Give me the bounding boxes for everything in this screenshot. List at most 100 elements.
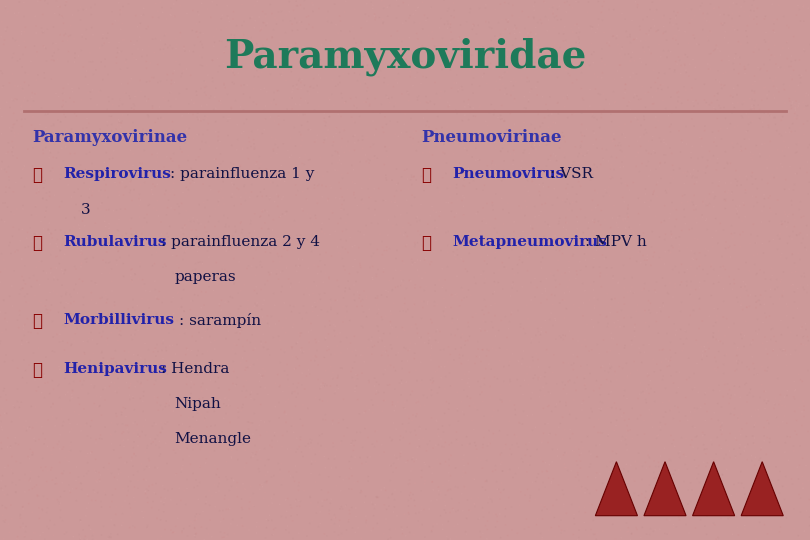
- Point: [57, 96, 70, 105]
- Point: [709, 133, 722, 142]
- Point: [302, 156, 315, 164]
- Point: [550, 12, 563, 21]
- Point: [60, 125, 73, 133]
- Point: [54, 170, 67, 179]
- Point: [578, 381, 591, 390]
- Point: [104, 533, 117, 540]
- Point: [64, 22, 77, 30]
- Point: [347, 441, 360, 450]
- Point: [528, 282, 541, 291]
- Point: [75, 249, 87, 258]
- Point: [561, 94, 574, 103]
- Point: [769, 120, 782, 129]
- Point: [201, 164, 214, 172]
- Point: [382, 288, 394, 296]
- Point: [220, 532, 233, 540]
- Point: [730, 202, 743, 211]
- Point: [691, 404, 704, 413]
- Point: [672, 244, 685, 253]
- Point: [244, 14, 257, 23]
- Point: [727, 0, 740, 8]
- Point: [329, 322, 342, 330]
- Point: [534, 454, 547, 462]
- Point: [488, 254, 501, 262]
- Point: [623, 97, 636, 105]
- Point: [175, 468, 188, 476]
- Point: [528, 141, 541, 150]
- Point: [693, 5, 706, 14]
- Point: [641, 254, 654, 263]
- Point: [285, 307, 298, 316]
- Point: [0, 40, 11, 49]
- Point: [300, 25, 313, 33]
- Point: [126, 522, 139, 530]
- Point: [96, 130, 109, 139]
- Point: [108, 174, 121, 183]
- Point: [235, 407, 248, 415]
- Point: [147, 369, 160, 377]
- Point: [159, 494, 172, 503]
- Point: [317, 415, 330, 424]
- Point: [604, 457, 617, 466]
- Point: [19, 470, 32, 478]
- Point: [566, 198, 579, 207]
- Point: [763, 74, 776, 83]
- Point: [496, 258, 509, 267]
- Point: [628, 327, 641, 335]
- Point: [202, 71, 215, 79]
- Point: [486, 417, 499, 426]
- Point: [573, 503, 586, 511]
- Point: [325, 350, 338, 359]
- Point: [210, 155, 223, 164]
- Point: [19, 528, 32, 536]
- Point: [683, 320, 696, 329]
- Point: [328, 528, 341, 536]
- Point: [686, 450, 699, 458]
- Point: [207, 433, 220, 442]
- Point: [467, 22, 480, 30]
- Point: [498, 117, 511, 125]
- Point: [463, 402, 476, 410]
- Point: [148, 277, 161, 286]
- Point: [338, 8, 351, 16]
- Point: [85, 416, 98, 425]
- Point: [180, 206, 193, 215]
- Point: [761, 396, 774, 405]
- Point: [695, 342, 708, 351]
- Point: [486, 157, 499, 165]
- Point: [151, 363, 164, 372]
- Point: [536, 137, 549, 145]
- Point: [643, 462, 656, 471]
- Point: [625, 336, 638, 345]
- Point: [89, 219, 102, 227]
- Point: [144, 366, 157, 375]
- Point: [453, 498, 466, 507]
- Point: [542, 388, 555, 396]
- Point: [262, 468, 275, 476]
- Point: [774, 345, 787, 354]
- Point: [530, 145, 543, 153]
- Point: [498, 90, 511, 98]
- Point: [45, 463, 58, 472]
- Point: [487, 510, 500, 518]
- Point: [394, 379, 407, 387]
- Point: [116, 36, 129, 44]
- Point: [245, 421, 258, 430]
- Point: [552, 481, 565, 489]
- Point: [603, 481, 616, 490]
- Point: [436, 442, 449, 450]
- Point: [237, 106, 250, 114]
- Point: [738, 63, 751, 71]
- Point: [214, 517, 227, 526]
- Point: [347, 165, 360, 174]
- Point: [157, 163, 170, 171]
- Point: [556, 37, 569, 45]
- Point: [677, 52, 690, 60]
- Point: [334, 328, 347, 337]
- Point: [742, 60, 755, 69]
- Point: [326, 141, 339, 150]
- Point: [231, 184, 244, 192]
- Point: [335, 529, 348, 538]
- Point: [801, 143, 810, 152]
- Point: [38, 126, 51, 134]
